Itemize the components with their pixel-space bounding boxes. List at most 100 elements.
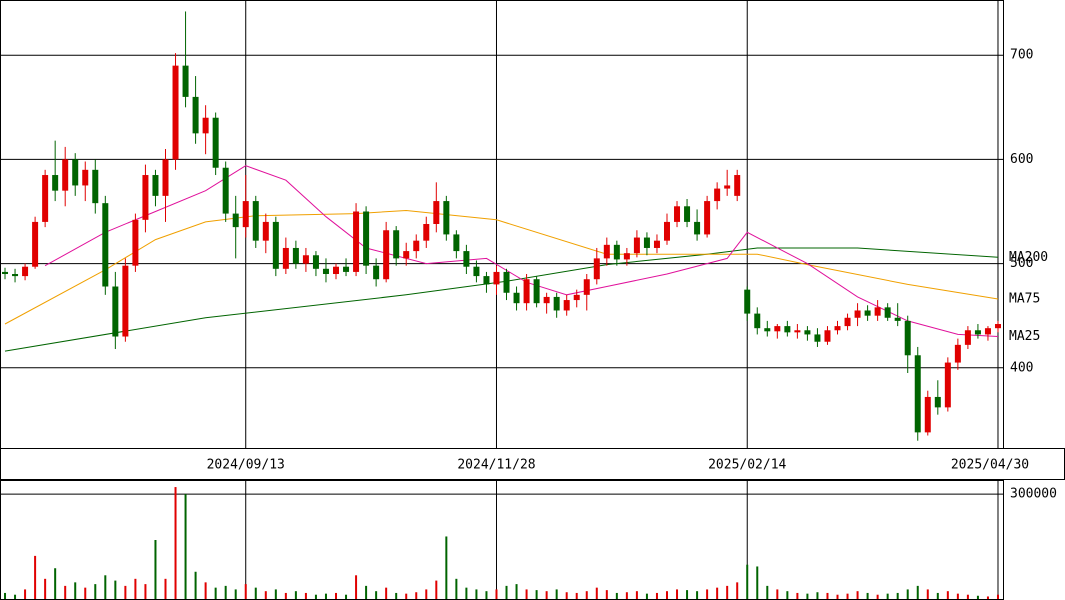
candle-body bbox=[513, 292, 520, 304]
volume-bar bbox=[54, 568, 57, 600]
candle-body bbox=[443, 201, 450, 235]
candle-body bbox=[162, 159, 169, 196]
candle-body bbox=[653, 240, 660, 248]
volume-bar bbox=[244, 584, 247, 600]
candle-body bbox=[12, 274, 19, 277]
volume-bar bbox=[806, 593, 809, 600]
candle-body bbox=[493, 271, 500, 285]
volume-bar bbox=[214, 587, 217, 600]
candle-body bbox=[2, 271, 9, 275]
candle-body bbox=[122, 265, 129, 337]
candle-body bbox=[924, 396, 931, 433]
volume-bar bbox=[545, 591, 548, 600]
volume-bar bbox=[254, 587, 257, 600]
volume-bar bbox=[575, 592, 578, 600]
candle-body bbox=[383, 230, 390, 280]
candle-body bbox=[112, 286, 119, 337]
volume-bar bbox=[766, 585, 769, 600]
volume-bar bbox=[826, 592, 829, 600]
volume-bar bbox=[866, 592, 869, 600]
candle-body bbox=[573, 294, 580, 301]
volume-bar bbox=[595, 587, 598, 600]
y-tick-label: 300000 bbox=[1010, 487, 1057, 502]
volume-bar bbox=[264, 591, 267, 600]
volume-bar bbox=[204, 582, 207, 600]
x-tick-label: 2025/02/14 bbox=[708, 458, 786, 473]
y-tick-label: 500 bbox=[1010, 256, 1033, 271]
volume-bar bbox=[746, 564, 749, 600]
legend-label: MA75 bbox=[1009, 292, 1040, 307]
candle-body bbox=[503, 271, 510, 293]
volume-bar bbox=[324, 593, 327, 600]
candle-body bbox=[553, 296, 560, 311]
candle-body bbox=[62, 159, 69, 191]
volume-bar bbox=[665, 591, 668, 600]
candle-body bbox=[814, 334, 821, 342]
volume-bar bbox=[174, 487, 177, 600]
volume-bar bbox=[4, 592, 7, 600]
volume-bar bbox=[696, 591, 699, 600]
volume-bar bbox=[94, 584, 97, 600]
volume-bar bbox=[274, 589, 277, 600]
volume-bar bbox=[234, 589, 237, 600]
candle-body bbox=[633, 237, 640, 254]
volume-bar bbox=[986, 596, 989, 600]
candle-body bbox=[523, 279, 530, 304]
volume-bar bbox=[946, 591, 949, 600]
candle-body bbox=[473, 266, 480, 277]
volume-bar bbox=[565, 592, 568, 600]
candle-body bbox=[262, 221, 269, 241]
volume-bar bbox=[635, 591, 638, 600]
candle-body bbox=[894, 317, 901, 321]
candle-body bbox=[242, 201, 249, 228]
candle-body bbox=[974, 330, 981, 335]
volume-panel-frame bbox=[0, 480, 1004, 600]
volume-bar bbox=[405, 593, 408, 600]
candle-body bbox=[433, 201, 440, 224]
volume-bar bbox=[836, 594, 839, 600]
candle-body bbox=[593, 258, 600, 280]
volume-bar bbox=[956, 593, 959, 600]
candle-body bbox=[934, 396, 941, 408]
volume-bar bbox=[345, 594, 348, 600]
volume-bar bbox=[415, 592, 418, 600]
volume-bar bbox=[485, 591, 488, 600]
candle-body bbox=[533, 279, 540, 304]
candle-body bbox=[222, 167, 229, 214]
volume-bar bbox=[335, 592, 338, 600]
candle-body bbox=[964, 330, 971, 345]
candle-body bbox=[353, 211, 360, 272]
price-panel-frame bbox=[0, 0, 1004, 449]
candle-body bbox=[754, 313, 761, 329]
volume-bar bbox=[736, 582, 739, 600]
volume-bar bbox=[34, 555, 37, 600]
candle-body bbox=[453, 234, 460, 252]
volume-bar bbox=[906, 589, 909, 600]
candle-body bbox=[82, 169, 89, 186]
candle-body bbox=[603, 244, 610, 259]
candle-body bbox=[403, 251, 410, 259]
volume-bar bbox=[716, 587, 719, 600]
candle-body bbox=[393, 230, 400, 259]
volume-bar bbox=[615, 592, 618, 600]
candle-body bbox=[694, 221, 701, 235]
candle-body bbox=[152, 175, 159, 196]
candle-body bbox=[212, 117, 219, 168]
candle-body bbox=[854, 310, 861, 318]
candle-body bbox=[623, 253, 630, 260]
volume-bar bbox=[284, 592, 287, 600]
candle-body bbox=[182, 65, 189, 97]
candle-body bbox=[643, 237, 650, 248]
volume-bar bbox=[645, 593, 648, 600]
volume-bar bbox=[796, 592, 799, 600]
volume-bar bbox=[856, 591, 859, 600]
candle-body bbox=[32, 221, 39, 267]
volume-bar bbox=[44, 578, 47, 600]
candle-body bbox=[373, 265, 380, 280]
volume-bar bbox=[655, 592, 658, 600]
candle-body bbox=[774, 326, 781, 332]
candle-body bbox=[904, 320, 911, 356]
candle-body bbox=[874, 307, 881, 316]
candle-body bbox=[944, 362, 951, 408]
volume-bar bbox=[515, 584, 518, 600]
